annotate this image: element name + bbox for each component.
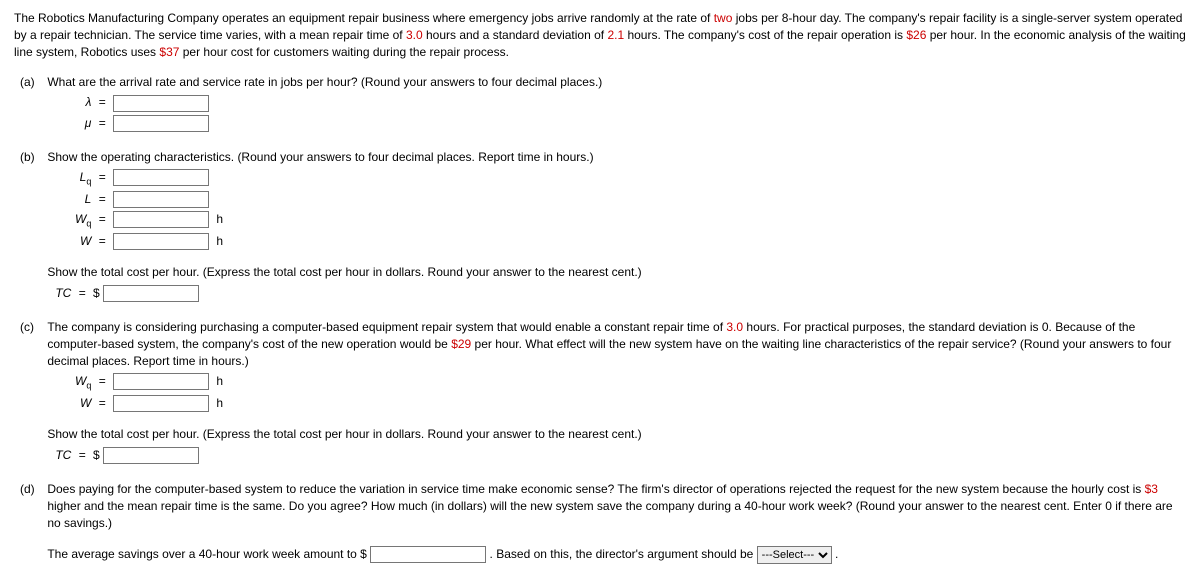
symbol-tc: TC bbox=[47, 285, 71, 302]
row-lambda: λ = bbox=[67, 94, 1179, 111]
equals-sign: = bbox=[95, 169, 110, 186]
part-c-label: (c) bbox=[14, 319, 44, 336]
equals-sign: = bbox=[95, 373, 110, 390]
part-d-label: (d) bbox=[14, 481, 44, 498]
symbol-wq: Wq bbox=[67, 211, 91, 230]
part-b-question: Show the operating characteristics. (Rou… bbox=[47, 149, 1179, 166]
part-a-label: (a) bbox=[14, 74, 44, 91]
equals-sign: = bbox=[95, 211, 110, 228]
tc-c-input[interactable] bbox=[103, 447, 199, 464]
savings-input[interactable] bbox=[370, 546, 486, 563]
equals-sign: = bbox=[95, 191, 110, 208]
c-value-1: 3.0 bbox=[726, 320, 743, 334]
symbol-l: L bbox=[67, 191, 91, 208]
unit-h: h bbox=[212, 396, 223, 410]
equals-sign: = bbox=[75, 285, 90, 302]
intro-text-1: The Robotics Manufacturing Company opera… bbox=[14, 11, 714, 25]
row-mu: μ = bbox=[67, 115, 1179, 132]
symbol-lambda: λ bbox=[67, 94, 91, 111]
part-b: (b) Show the operating characteristics. … bbox=[14, 149, 1186, 306]
row-lq: Lq = bbox=[67, 169, 1179, 188]
wq-c-input[interactable] bbox=[113, 373, 209, 390]
intro-paragraph: The Robotics Manufacturing Company opera… bbox=[14, 10, 1186, 60]
row-tc-c: TC = $ bbox=[47, 447, 1179, 464]
d-value-1: $3 bbox=[1145, 482, 1158, 496]
equals-sign: = bbox=[75, 447, 90, 464]
part-b-cost-prompt: Show the total cost per hour. (Express t… bbox=[47, 264, 1179, 281]
intro-value-1: two bbox=[714, 11, 733, 25]
wq-input[interactable] bbox=[113, 211, 209, 228]
equals-sign: = bbox=[95, 233, 110, 250]
tc-b-input[interactable] bbox=[103, 285, 199, 302]
row-l: L = bbox=[67, 191, 1179, 208]
unit-h: h bbox=[212, 374, 223, 388]
part-b-label: (b) bbox=[14, 149, 44, 166]
part-c: (c) The company is considering purchasin… bbox=[14, 319, 1186, 467]
lq-input[interactable] bbox=[113, 169, 209, 186]
dollar-sign: $ bbox=[93, 286, 100, 300]
equals-sign: = bbox=[95, 94, 110, 111]
part-c-cost-prompt: Show the total cost per hour. (Express t… bbox=[47, 426, 1179, 443]
row-wq: Wq = h bbox=[67, 211, 1179, 230]
symbol-mu: μ bbox=[67, 115, 91, 132]
equals-sign: = bbox=[95, 395, 110, 412]
row-tc-b: TC = $ bbox=[47, 285, 1179, 302]
equals-sign: = bbox=[95, 115, 110, 132]
symbol-w: W bbox=[67, 233, 91, 250]
part-d: (d) Does paying for the computer-based s… bbox=[14, 481, 1186, 567]
row-w: W = h bbox=[67, 233, 1179, 250]
dollar-sign: $ bbox=[93, 448, 100, 462]
w-c-input[interactable] bbox=[113, 395, 209, 412]
d-answer-pre: The average savings over a 40-hour work … bbox=[47, 547, 367, 561]
d-answer-post: . bbox=[835, 547, 838, 561]
d-answer-mid: . Based on this, the director's argument… bbox=[490, 547, 757, 561]
symbol-lq: Lq bbox=[67, 169, 91, 188]
intro-text-4: hours. The company's cost of the repair … bbox=[624, 28, 906, 42]
intro-value-4: $26 bbox=[906, 28, 926, 42]
intro-value-2: 3.0 bbox=[406, 28, 423, 42]
row-w-c: W = h bbox=[67, 395, 1179, 412]
symbol-w: W bbox=[67, 395, 91, 412]
l-input[interactable] bbox=[113, 191, 209, 208]
unit-h: h bbox=[212, 234, 223, 248]
symbol-tc: TC bbox=[47, 447, 71, 464]
w-input[interactable] bbox=[113, 233, 209, 250]
symbol-wq: Wq bbox=[67, 373, 91, 392]
unit-h: h bbox=[212, 212, 223, 226]
part-a: (a) What are the arrival rate and servic… bbox=[14, 74, 1186, 134]
intro-value-3: 2.1 bbox=[607, 28, 624, 42]
intro-text-3: hours and a standard deviation of bbox=[423, 28, 608, 42]
lambda-input[interactable] bbox=[113, 95, 209, 112]
intro-value-5: $37 bbox=[159, 45, 179, 59]
part-d-answer-line: The average savings over a 40-hour work … bbox=[47, 546, 1179, 564]
director-select[interactable]: ---Select--- bbox=[757, 546, 832, 564]
c-value-2: $29 bbox=[451, 337, 471, 351]
row-wq-c: Wq = h bbox=[67, 373, 1179, 392]
part-a-question: What are the arrival rate and service ra… bbox=[47, 74, 1179, 91]
intro-text-6: per hour cost for customers waiting duri… bbox=[179, 45, 508, 59]
part-d-question: Does paying for the computer-based syste… bbox=[47, 481, 1179, 531]
mu-input[interactable] bbox=[113, 115, 209, 132]
part-c-question: The company is considering purchasing a … bbox=[47, 319, 1179, 369]
